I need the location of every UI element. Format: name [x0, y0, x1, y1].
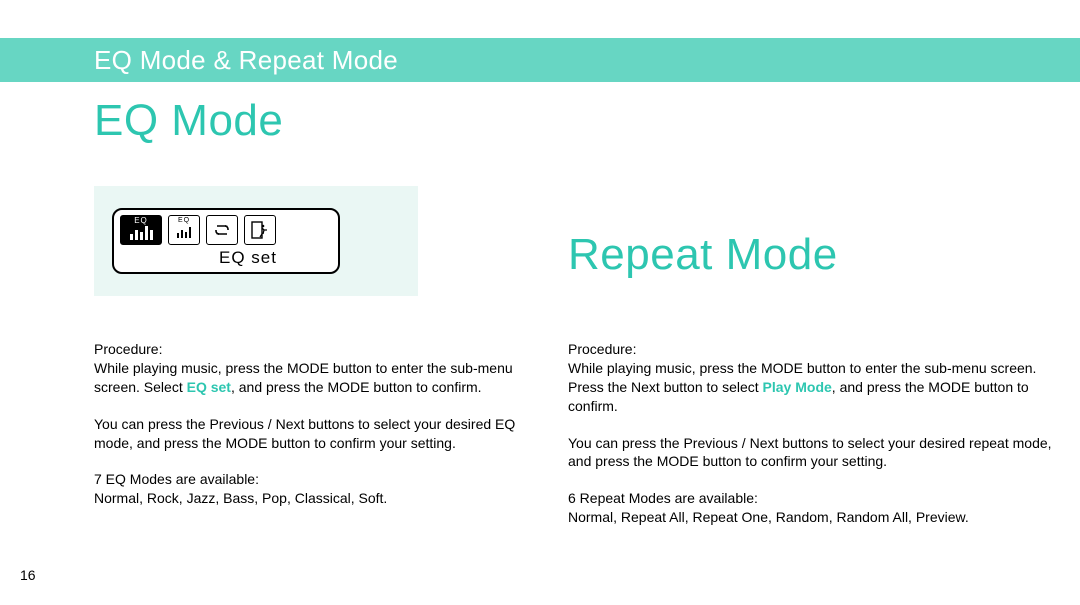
- eq-icon-unselected: EQ: [168, 215, 200, 245]
- left-procedure-label: Procedure:: [94, 341, 162, 357]
- repeat-arrows-icon: [212, 222, 232, 238]
- exit-icon: [244, 215, 276, 245]
- eq-icon-label-2: EQ: [178, 217, 190, 225]
- eq-bars-icon-small: [177, 227, 191, 238]
- eq-icon-label-1: EQ: [134, 217, 148, 225]
- left-para-1: Procedure: While playing music, press th…: [94, 340, 534, 397]
- ui-panel: EQ EQ: [112, 208, 340, 274]
- left-p3b: Normal, Rock, Jazz, Bass, Pop, Classical…: [94, 490, 387, 506]
- banner: EQ Mode & Repeat Mode: [0, 38, 1080, 82]
- left-para-3: 7 EQ Modes are available: Normal, Rock, …: [94, 470, 534, 508]
- eq-bars-icon: [130, 226, 153, 240]
- right-para-2: You can press the Previous / Next button…: [568, 434, 1058, 472]
- exit-door-icon: [250, 220, 270, 240]
- left-p1-bold: EQ set: [187, 379, 231, 395]
- repeat-icon: [206, 215, 238, 245]
- right-column: Procedure: While playing music, press th…: [568, 340, 1058, 527]
- ui-screenshot-box: EQ EQ: [94, 186, 418, 296]
- right-para-1: Procedure: While playing music, press th…: [568, 340, 1058, 416]
- eq-icon-selected: EQ: [120, 215, 162, 245]
- left-p1b: , and press the MODE button to confirm.: [231, 379, 482, 395]
- right-p1-bold: Play Mode: [763, 379, 832, 395]
- eq-mode-heading: EQ Mode: [94, 96, 283, 146]
- ui-icons-row: EQ EQ: [120, 214, 332, 246]
- right-p3a: 6 Repeat Modes are available:: [568, 490, 758, 506]
- ui-caption: EQ set: [164, 248, 332, 268]
- banner-title: EQ Mode & Repeat Mode: [94, 45, 398, 76]
- right-p3b: Normal, Repeat All, Repeat One, Random, …: [568, 509, 969, 525]
- left-para-2: You can press the Previous / Next button…: [94, 415, 534, 453]
- right-para-3: 6 Repeat Modes are available: Normal, Re…: [568, 489, 1058, 527]
- repeat-mode-heading: Repeat Mode: [568, 230, 838, 280]
- right-procedure-label: Procedure:: [568, 341, 636, 357]
- left-column: Procedure: While playing music, press th…: [94, 340, 534, 508]
- page-number: 16: [20, 567, 36, 583]
- left-p3a: 7 EQ Modes are available:: [94, 471, 259, 487]
